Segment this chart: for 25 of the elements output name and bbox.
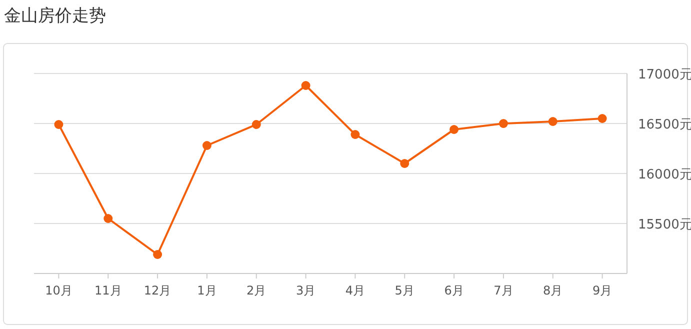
chart-title: 金山房价走势 [4, 6, 106, 26]
x-tick-label: 11月 [94, 284, 122, 298]
point [252, 120, 261, 129]
point [104, 214, 113, 223]
point [54, 120, 64, 129]
point [450, 125, 459, 134]
point [400, 159, 410, 168]
point [350, 130, 360, 139]
point [301, 81, 310, 90]
point [153, 250, 162, 259]
point [498, 119, 508, 128]
x-tick-label: 1月 [197, 284, 217, 298]
x-tick-label: 4月 [345, 284, 366, 298]
x-tick-label: 6月 [444, 284, 464, 298]
x-tick-label: 10月 [45, 284, 72, 298]
point [548, 117, 558, 126]
x-tick-label: 3月 [296, 284, 316, 298]
point [202, 141, 212, 150]
x-tick-label: 2月 [246, 284, 266, 298]
x-tick-label: 8月 [543, 284, 563, 298]
x-tick-label: 7月 [494, 284, 514, 298]
x-tick-label: 12月 [144, 284, 172, 298]
x-tick-label: 5月 [394, 284, 414, 298]
point [598, 114, 607, 123]
x-tick-label: 9月 [592, 284, 612, 298]
